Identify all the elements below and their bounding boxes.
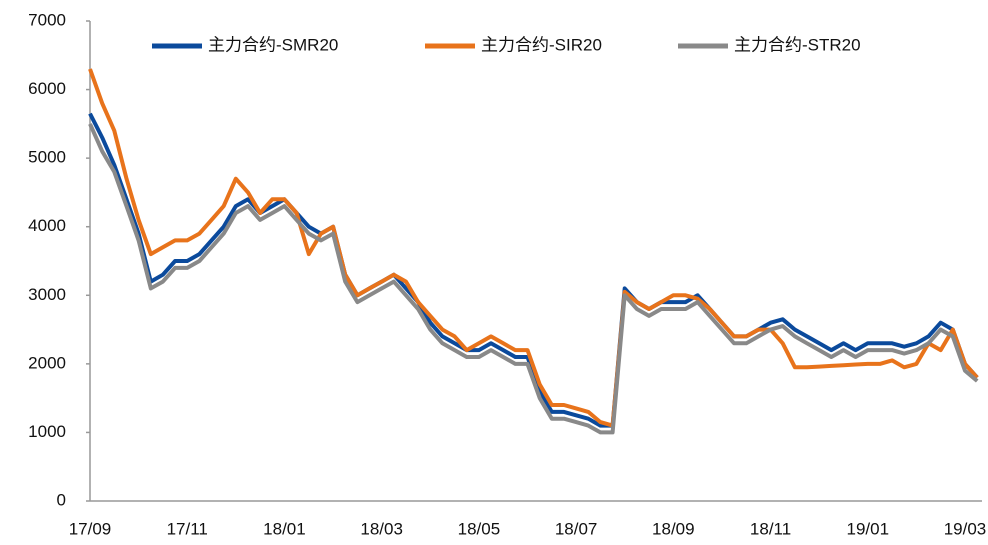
x-tick-label: 18/03	[360, 519, 403, 538]
y-tick-label: 2000	[28, 353, 66, 372]
x-tick-label: 18/01	[263, 519, 306, 538]
series-line	[88, 123, 979, 435]
x-tick-label: 19/03	[944, 519, 987, 538]
legend-label: 主力合约-SIR20	[481, 35, 602, 54]
y-tick-label: 0	[57, 490, 66, 509]
x-tick-label: 18/11	[750, 519, 791, 538]
legend-label: 主力合约-SMR20	[208, 35, 338, 54]
y-tick-label: 4000	[28, 216, 66, 235]
legend-label: 主力合约-STR20	[734, 35, 861, 54]
x-tick-label: 18/09	[652, 519, 695, 538]
y-tick-label: 5000	[28, 148, 66, 167]
x-tick-label: 18/07	[555, 519, 598, 538]
y-tick-label: 3000	[28, 285, 66, 304]
y-tick-label: 7000	[28, 10, 66, 29]
y-tick-label: 1000	[28, 422, 66, 441]
x-tick-label: 17/11	[167, 519, 208, 538]
x-tick-label: 19/01	[847, 519, 890, 538]
series-line	[88, 68, 979, 428]
y-tick-label: 6000	[28, 79, 66, 98]
x-tick-label: 18/05	[458, 519, 501, 538]
x-tick-label: 17/09	[69, 519, 112, 538]
series-line	[88, 112, 979, 428]
